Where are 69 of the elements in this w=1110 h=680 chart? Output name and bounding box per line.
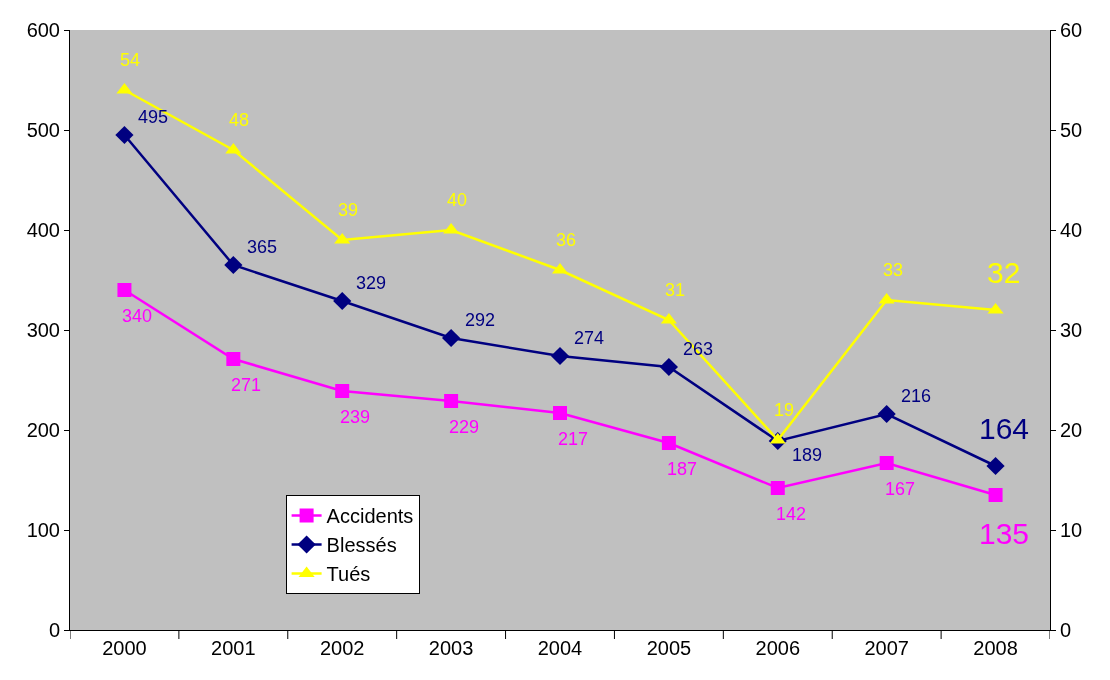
y2-tick-label: 30 <box>1060 319 1083 341</box>
point <box>661 436 676 450</box>
y-tick-label: 300 <box>26 319 60 341</box>
data-label: 19 <box>774 400 795 420</box>
x-tick-label: 2007 <box>864 637 909 659</box>
legend-label: Tués <box>326 563 371 586</box>
data-label: 167 <box>885 479 916 499</box>
y-tick-label: 0 <box>48 619 60 641</box>
point <box>224 255 243 275</box>
data-label: 48 <box>229 110 250 130</box>
data-label: 340 <box>122 306 153 326</box>
x-tick-label: 2008 <box>973 637 1018 659</box>
point <box>770 481 785 495</box>
point <box>550 346 570 366</box>
point <box>335 384 350 398</box>
x-tick-label: 2005 <box>646 637 692 659</box>
data-label: 36 <box>556 230 577 250</box>
data-label: 365 <box>247 237 278 257</box>
point <box>115 125 134 145</box>
y-tick-label: 500 <box>26 119 60 141</box>
point <box>986 456 1005 476</box>
data-label: 31 <box>665 280 686 300</box>
data-label: 54 <box>120 50 141 70</box>
x-tick-label: 2002 <box>319 637 365 659</box>
data-label: 32 <box>987 256 1021 289</box>
data-label: 164 <box>979 412 1030 445</box>
y-tick-label: 600 <box>26 19 60 41</box>
y-tick-label: 400 <box>26 219 60 241</box>
point <box>442 328 461 348</box>
x-tick-label: 2000 <box>102 637 147 659</box>
point <box>333 291 352 311</box>
y2-tick-label: 60 <box>1060 19 1083 41</box>
data-label: 229 <box>449 417 480 437</box>
point <box>988 488 1003 502</box>
y2-tick-label: 50 <box>1060 119 1083 141</box>
y-tick-label: 200 <box>26 419 60 441</box>
point <box>877 404 896 424</box>
data-label: 39 <box>338 200 359 220</box>
point <box>659 357 678 377</box>
y-tick-label: 100 <box>26 519 60 541</box>
x-tick-label: 2003 <box>428 637 474 659</box>
y2-tick-label: 0 <box>1060 619 1072 641</box>
data-label: 189 <box>792 445 823 465</box>
data-label: 329 <box>356 273 387 293</box>
point <box>226 352 241 366</box>
data-label: 142 <box>776 504 807 524</box>
data-label: 40 <box>447 190 468 210</box>
point <box>553 406 567 420</box>
data-label: 239 <box>340 407 371 427</box>
data-label: 495 <box>138 107 169 127</box>
data-label: 271 <box>231 375 262 395</box>
x-tick-label: 2006 <box>755 637 801 659</box>
data-label: 216 <box>901 386 932 406</box>
legend-label: Blessés <box>326 534 397 557</box>
data-label: 274 <box>574 328 605 348</box>
data-label: 135 <box>979 517 1030 550</box>
data-label: 292 <box>465 310 496 330</box>
point <box>117 283 132 297</box>
x-tick-label: 2004 <box>537 637 583 659</box>
x-tick-label: 2001 <box>211 637 256 659</box>
legend-label: Accidents <box>326 505 414 528</box>
point <box>879 456 894 470</box>
point <box>444 394 459 408</box>
data-label: 33 <box>883 260 904 280</box>
y2-tick-label: 40 <box>1060 219 1083 241</box>
y2-tick-label: 20 <box>1060 419 1083 441</box>
data-label: 187 <box>667 459 698 479</box>
data-label: 217 <box>558 429 589 449</box>
y2-tick-label: 10 <box>1060 519 1083 541</box>
